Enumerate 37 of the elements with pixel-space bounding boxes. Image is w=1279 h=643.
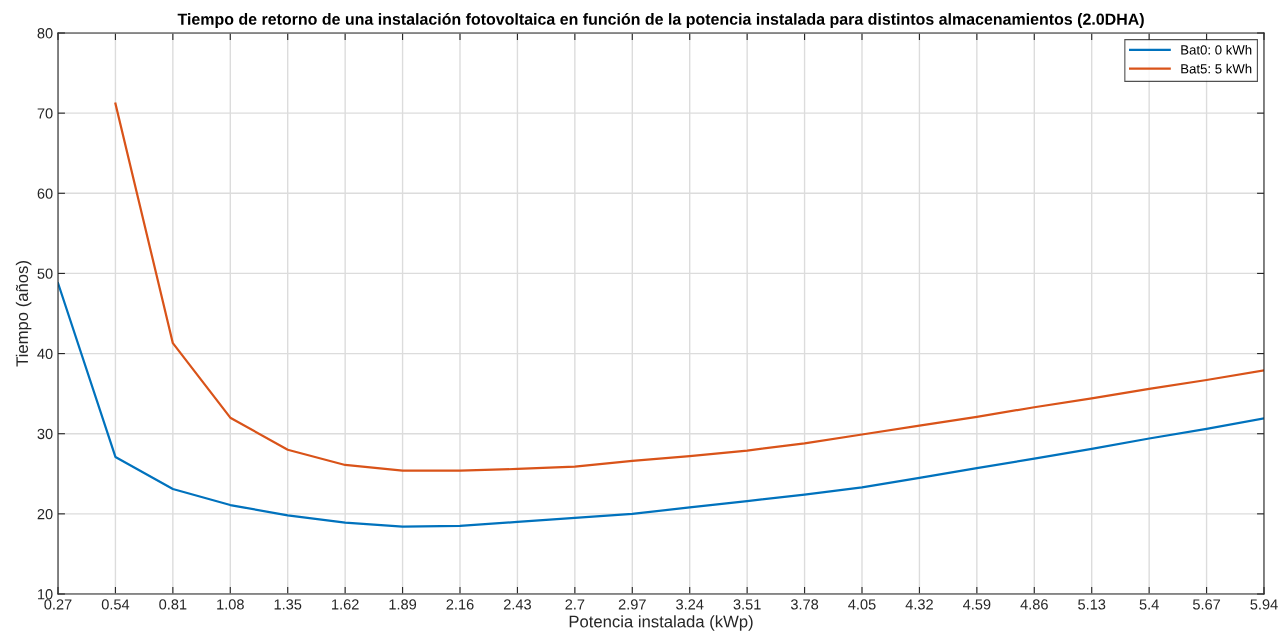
x-tick-label: 2.16 xyxy=(446,599,474,610)
y-tick-label: 10 xyxy=(38,589,53,600)
x-tick-label: 1.35 xyxy=(274,599,302,610)
x-tick-label: 4.59 xyxy=(963,599,991,610)
y-tick-label: 20 xyxy=(37,508,53,520)
x-tick-label: 4.86 xyxy=(1020,599,1048,610)
x-tick-label: 3.78 xyxy=(790,599,819,610)
y-tick-label: 70 xyxy=(37,108,53,119)
x-tick-label: 5.67 xyxy=(1192,599,1221,610)
x-axis-title: Potencia instalada (kWp) xyxy=(569,615,753,631)
x-tick-label: 3.24 xyxy=(676,599,704,610)
chart-title: Tiempo de retorno de una instalación fotovoltaica en función de la potencia instalada para distintos almacenamientos (2.0DHA) xyxy=(177,12,1144,28)
x-tick-label: 0.54 xyxy=(101,599,130,610)
x-tick-label: 1.62 xyxy=(332,599,359,610)
x-tick-label: 2.7 xyxy=(565,599,585,610)
y-tick-label: 60 xyxy=(37,188,53,199)
x-tick-label: 3.51 xyxy=(733,599,761,610)
x-tick-label: 5.94 xyxy=(1250,599,1278,610)
y-tick-label: 40 xyxy=(37,348,53,359)
x-tick-label: 2.97 xyxy=(618,599,646,610)
legend-label: Bat5: 5 kWh xyxy=(1181,63,1252,74)
x-tick-label: 0.81 xyxy=(159,599,187,610)
x-tick-label: 1.89 xyxy=(389,599,417,610)
x-tick-label: 5.4 xyxy=(1139,599,1159,610)
line-series xyxy=(114,102,1264,472)
y-tick-label: 30 xyxy=(37,428,53,440)
x-tick-label: 2.43 xyxy=(503,599,531,610)
y-tick-label: 50 xyxy=(37,268,53,279)
y-tick-label: 80 xyxy=(37,28,53,39)
x-tick-label: 0.27 xyxy=(44,599,72,610)
x-tick-label: 1.08 xyxy=(217,599,244,610)
line-series xyxy=(58,281,1264,528)
y-axis-title: Tiempo (años) xyxy=(15,261,32,367)
x-tick-label: 4.32 xyxy=(905,599,933,610)
x-tick-label: 5.13 xyxy=(1078,599,1106,610)
legend-label: Bat0: 0 kWh xyxy=(1181,44,1252,55)
x-tick-label: 4.05 xyxy=(848,599,876,610)
